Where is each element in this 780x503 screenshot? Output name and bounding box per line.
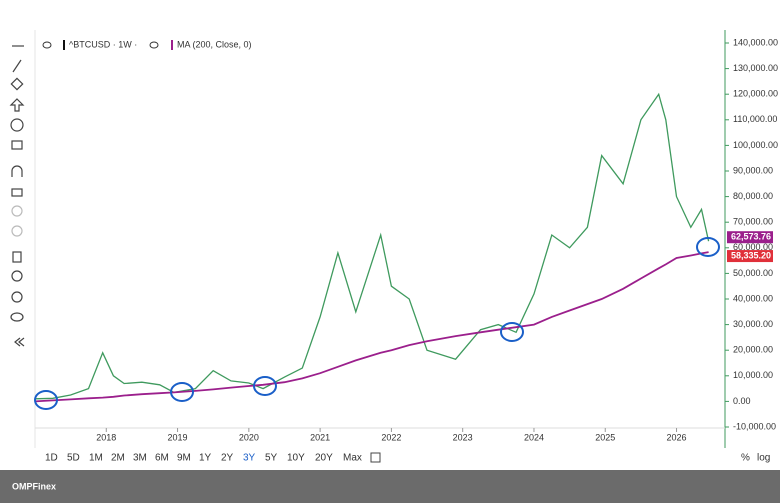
range-button[interactable]: 1D [45, 453, 58, 464]
y-tick-label: 120,000.00 [733, 89, 778, 99]
log-button[interactable]: log [757, 453, 770, 464]
highlight-circle [170, 382, 194, 402]
y-tick-label: 50,000.00 [733, 268, 773, 278]
y-tick-label: 20,000.00 [733, 345, 773, 355]
tool-fib[interactable] [12, 59, 22, 73]
legend-eye[interactable] [149, 41, 159, 49]
y-tick-label: 10,000.00 [733, 370, 773, 380]
calendar-button[interactable] [370, 452, 381, 463]
y-tick-label: 40,000.00 [733, 293, 773, 303]
legend-eye[interactable] [42, 41, 52, 49]
range-button[interactable]: 5D [67, 453, 80, 464]
tool-pattern[interactable] [11, 140, 23, 150]
highlight-circle [253, 376, 277, 396]
y-tick-label: 130,000.00 [733, 63, 778, 73]
series-line [34, 251, 709, 403]
price-tag-label: 58,335.20 [731, 250, 771, 260]
y-tick-label: -10,000.00 [733, 421, 776, 431]
range-button[interactable]: 3M [133, 453, 147, 464]
logo-band [0, 470, 780, 503]
y-tick-label: 110,000.00 [733, 114, 777, 124]
range-button[interactable]: 1Y [199, 453, 212, 464]
highlight-circle [696, 237, 720, 257]
price-tag [727, 250, 773, 263]
range-button[interactable]: 2Y [221, 453, 234, 464]
x-tick-label: 2022 [381, 432, 401, 442]
tool-zoom-in[interactable] [11, 270, 23, 282]
y-tick-label: 70,000.00 [733, 217, 773, 227]
tool-trash[interactable] [12, 251, 22, 263]
tool-magnet[interactable] [11, 165, 23, 177]
legend-swatch [63, 40, 65, 50]
logo: OMPFinex [12, 481, 56, 491]
legend-indicator: MA (200, Close, 0) [177, 39, 252, 49]
x-tick-label: 2019 [168, 432, 188, 442]
percent-button[interactable]: % [741, 453, 750, 464]
x-tick-label: 2025 [595, 432, 615, 442]
series-line [34, 92, 710, 400]
price-tag [727, 231, 773, 244]
range-button[interactable]: 20Y [315, 453, 333, 464]
tool-visibility[interactable] [10, 312, 24, 322]
tool-arrow[interactable] [9, 98, 25, 112]
y-tick-label: 100,000.00 [733, 140, 778, 150]
highlight-circle [34, 390, 58, 410]
range-button[interactable]: 10Y [287, 453, 305, 464]
tool-lock[interactable] [11, 188, 23, 197]
tool-count[interactable] [10, 118, 24, 132]
range-button[interactable]: 9M [177, 453, 191, 464]
tool-shape[interactable] [10, 77, 24, 91]
range-button[interactable]: 1M [89, 453, 103, 464]
x-tick-label: 2026 [667, 432, 687, 442]
range-bar: 1D 5D 1M 2M 3M 6M 9M 1Y 2Y 3Y 5Y 10Y 20Y Max [45, 452, 381, 464]
price-tag-label: 62,573.76 [731, 232, 771, 242]
tool-redo[interactable] [11, 225, 23, 237]
y-tick-label: 60,000.00 [733, 242, 773, 252]
highlight-circle [500, 322, 524, 342]
tool-undo[interactable] [11, 205, 23, 217]
y-tick-label: 0.00 [733, 396, 751, 406]
x-tick-label: 2020 [239, 432, 259, 442]
legend-swatch [171, 40, 173, 50]
left-toolbar [9, 45, 25, 347]
range-button[interactable]: Max [343, 453, 362, 464]
x-tick-label: 2024 [524, 432, 544, 442]
y-tick-label: 30,000.00 [733, 319, 773, 329]
tool-zoom-out[interactable] [11, 291, 23, 303]
range-button[interactable]: 6M [155, 453, 169, 464]
y-tick-label: 80,000.00 [733, 191, 773, 201]
x-tick-label: 2021 [310, 432, 330, 442]
tool-collapse[interactable] [14, 337, 25, 347]
y-tick-label: 90,000.00 [733, 165, 773, 175]
y-tick-label: 140,000.00 [733, 37, 778, 47]
range-button[interactable]: 2M [111, 453, 125, 464]
x-tick-label: 2018 [96, 432, 116, 442]
highlights [34, 237, 720, 410]
range-button[interactable]: 5Y [265, 453, 278, 464]
plot: -10,000.00 0.00 10,000.00 20,000.00 30,000.0… [34, 37, 778, 442]
x-tick-label: 2023 [453, 432, 473, 442]
legend-symbol: ^BTCUSD · 1W · [69, 39, 137, 49]
range-button[interactable]: 3Y [243, 453, 256, 464]
